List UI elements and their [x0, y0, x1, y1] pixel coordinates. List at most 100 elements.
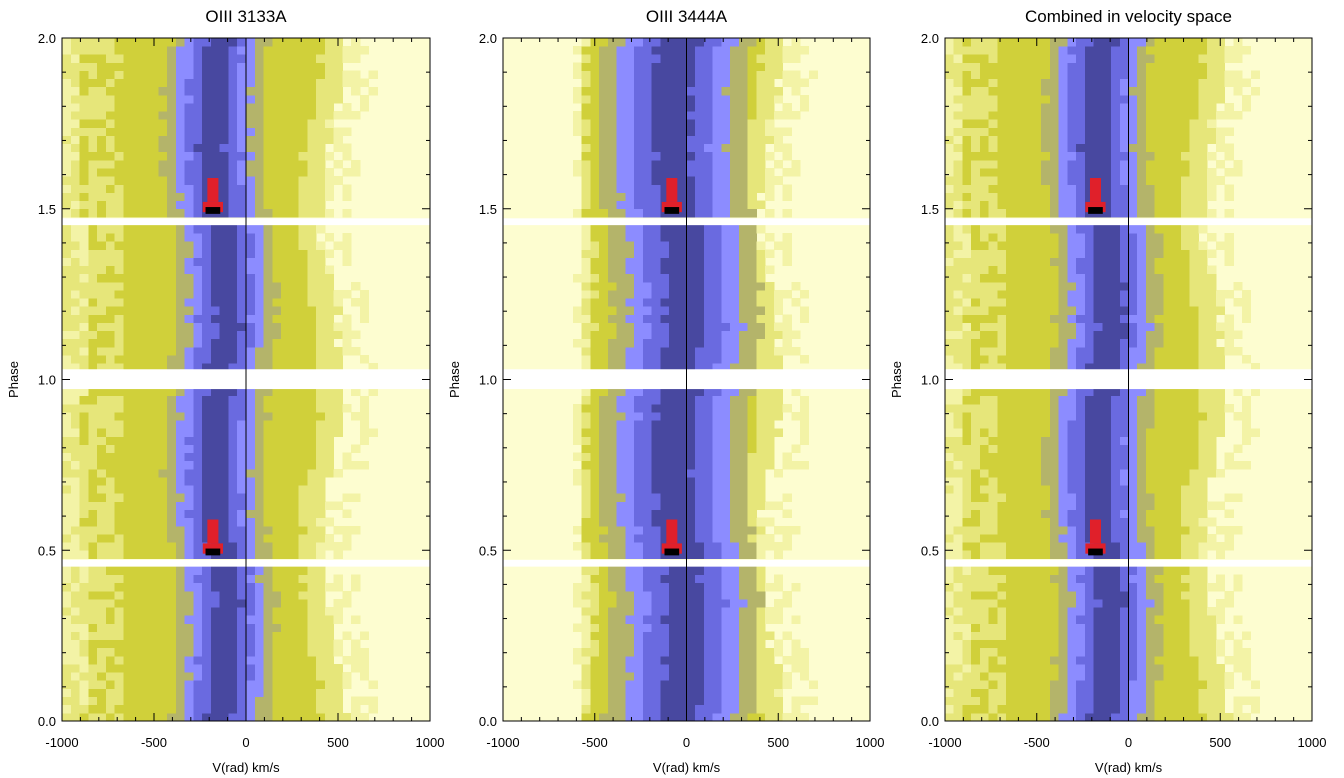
- heatmap-cell: [272, 233, 282, 242]
- heatmap-cell: [237, 70, 247, 80]
- heatmap-cell: [677, 477, 687, 486]
- heatmap-cell: [210, 306, 221, 315]
- heatmap-cell: [158, 225, 168, 234]
- heatmap-cell: [677, 582, 687, 592]
- heatmap-cell: [721, 395, 731, 405]
- heatmap-cell: [123, 395, 133, 405]
- heatmap-cell: [272, 363, 282, 372]
- heatmap-cell: [140, 468, 151, 478]
- heatmap-cell: [669, 86, 679, 96]
- heatmap-cell: [642, 712, 652, 722]
- heatmap-cell: [70, 257, 80, 267]
- heatmap-cell: [281, 533, 291, 543]
- heatmap-cell: [140, 420, 151, 429]
- heatmap-cell: [272, 696, 282, 706]
- heatmap-cell: [686, 542, 696, 551]
- heatmap-cell: [730, 680, 740, 689]
- heatmap-cell: [175, 533, 186, 543]
- heatmap-cell: [88, 525, 98, 535]
- heatmap-cell: [202, 78, 212, 88]
- heatmap-cell: [184, 420, 194, 429]
- heatmap-cell: [581, 664, 591, 673]
- heatmap-cell: [228, 647, 238, 657]
- heatmap-cell: [738, 550, 749, 559]
- heatmap-cell: [677, 322, 687, 332]
- heatmap-cell: [228, 176, 238, 185]
- heatmap-cell: [202, 233, 212, 242]
- heatmap-cell: [599, 704, 609, 714]
- heatmap-cell: [228, 306, 238, 315]
- heatmap-cell: [616, 111, 626, 120]
- heatmap-cell: [747, 265, 757, 275]
- heatmap-cell: [581, 168, 591, 177]
- heatmap-cell: [660, 412, 670, 421]
- heatmap-cell: [572, 62, 583, 71]
- heatmap-cell: [953, 712, 963, 722]
- heatmap-cell: [703, 363, 714, 372]
- heatmap-cell: [70, 273, 80, 283]
- heatmap-cell: [721, 501, 731, 510]
- heatmap-cell: [765, 290, 775, 299]
- heatmap-cell: [289, 639, 299, 649]
- heatmap-cell: [149, 322, 159, 332]
- heatmap-cell: [289, 151, 299, 161]
- heatmap-cell: [105, 103, 115, 112]
- heatmap-cell: [167, 542, 177, 551]
- heatmap-cell: [599, 192, 609, 202]
- heatmap-cell: [202, 151, 212, 161]
- heatmap-cell: [193, 647, 203, 657]
- heatmap-cell: [62, 590, 72, 600]
- heatmap-cell: [132, 306, 142, 315]
- heatmap-cell: [158, 86, 168, 96]
- heatmap-cell: [237, 322, 247, 332]
- heatmap-cell: [342, 712, 352, 722]
- heatmap-cell: [123, 688, 133, 698]
- heatmap-cell: [175, 680, 186, 689]
- heatmap-cell: [651, 298, 661, 307]
- heatmap-cell: [351, 639, 361, 649]
- heatmap-cell: [669, 338, 679, 348]
- heatmap-cell: [132, 550, 142, 559]
- heatmap-cell: [123, 103, 133, 112]
- heatmap-cell: [800, 664, 810, 673]
- heatmap-cell: [289, 696, 299, 706]
- heatmap-cell: [686, 306, 696, 315]
- heatmap-cell: [272, 485, 282, 494]
- heatmap-cell: [677, 672, 687, 681]
- heatmap-cell: [634, 265, 644, 275]
- heatmap-cell: [351, 704, 361, 714]
- heatmap-cell: [660, 468, 670, 478]
- heatmap-cell: [590, 460, 600, 470]
- heatmap-cell: [62, 273, 72, 283]
- heatmap-cell: [237, 655, 247, 665]
- heatmap-cell: [773, 176, 784, 185]
- heatmap-cell: [669, 590, 679, 600]
- heatmap-cell: [669, 225, 679, 234]
- heatmap-cell: [712, 680, 722, 689]
- heatmap-cell: [289, 704, 299, 714]
- heatmap-cell: [686, 119, 696, 128]
- heatmap-cell: [254, 712, 264, 722]
- heatmap-cell: [712, 574, 722, 584]
- heatmap-cell: [132, 111, 142, 120]
- heatmap-cell: [298, 265, 308, 275]
- heatmap-cell: [114, 420, 124, 429]
- heatmap-cell: [359, 290, 370, 299]
- heatmap-cell: [158, 655, 168, 665]
- heatmap-cell: [62, 387, 72, 397]
- heatmap-cell: [184, 265, 194, 275]
- heatmap-cell: [581, 599, 591, 608]
- heatmap-cell: [237, 574, 247, 584]
- heatmap-cell: [149, 306, 159, 315]
- heatmap-cell: [686, 501, 696, 510]
- heatmap-cell: [590, 257, 600, 267]
- heatmap-cell: [193, 265, 203, 275]
- heatmap-cell: [782, 403, 792, 413]
- heatmap-cell: [184, 517, 194, 527]
- heatmap-cell: [140, 615, 151, 624]
- heatmap-cell: [132, 412, 142, 421]
- heatmap-cell: [193, 62, 203, 71]
- heatmap-cell: [228, 387, 238, 397]
- heatmap-cell: [298, 623, 308, 632]
- heatmap-cell: [677, 111, 687, 120]
